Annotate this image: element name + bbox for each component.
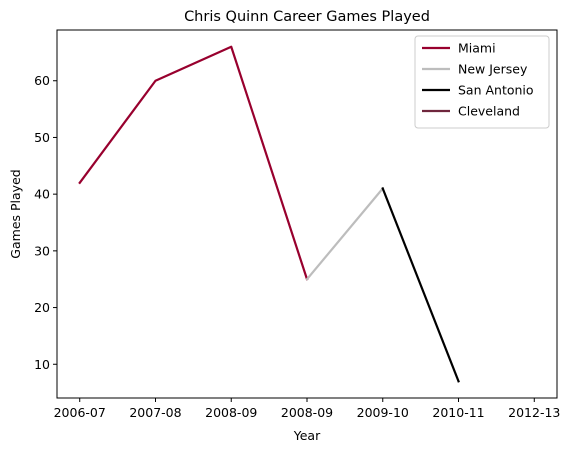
x-tick-label: 2010-11 [432,405,484,420]
plot-area [78,45,460,383]
x-tick-label: 2009-10 [357,405,409,420]
legend-label: New Jersey [458,62,528,77]
legend-label: Miami [458,41,496,56]
legend: Miami New Jersey San Antonio Cleveland [414,35,550,129]
series-line-miami [78,45,309,281]
y-tick-label: 40 [34,187,50,202]
y-axis: 10 20 30 40 50 60 [34,73,57,372]
y-tick-label: 20 [34,300,50,315]
legend-label: Cleveland [458,104,520,119]
y-axis-label: Games Played [8,169,23,258]
legend-box [414,35,550,129]
legend-label: San Antonio [458,83,534,98]
y-tick-label: 30 [34,243,50,258]
y-tick-label: 60 [34,73,50,88]
y-tick-label: 10 [34,357,50,372]
x-tick-label: 2007-08 [129,405,181,420]
y-tick-label: 50 [34,130,50,145]
series-line-san-antonio [381,187,460,383]
series-line-new-jersey [305,186,385,281]
x-tick-label: 2008-09 [281,405,333,420]
x-tick-label: 2006-07 [54,405,106,420]
x-axis: 2006-07 2007-08 2008-09 2008-09 2009-10 2010-… [54,398,560,420]
x-axis-label: Year [293,428,321,443]
x-tick-label: 2008-09 [205,405,257,420]
x-tick-label: 2012-13 [508,405,560,420]
chart-title: Chris Quinn Career Games Played [184,9,430,25]
